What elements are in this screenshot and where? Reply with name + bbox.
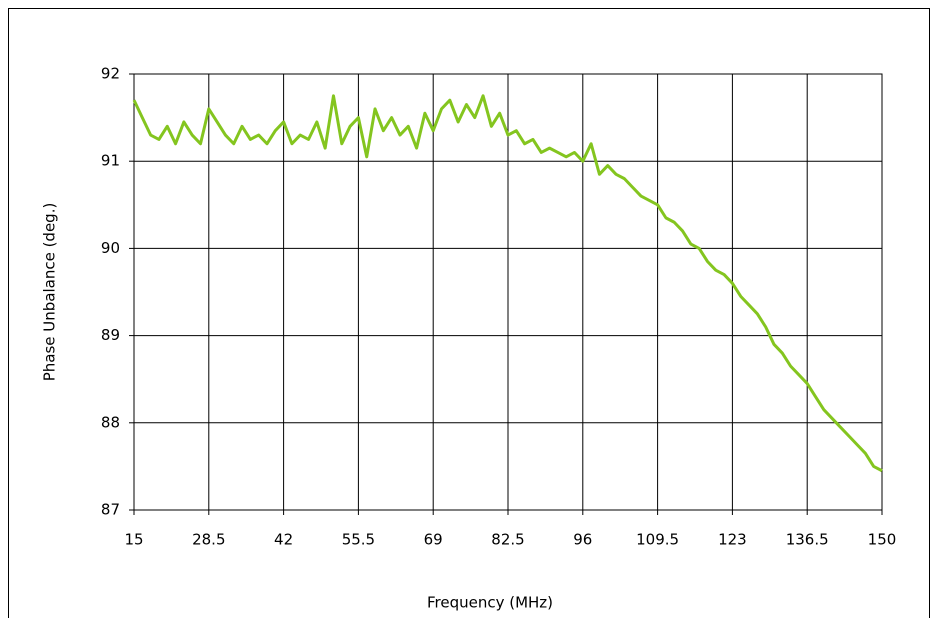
x-tick-label: 55.5	[342, 531, 375, 549]
y-tick-label: 88	[101, 413, 120, 431]
y-tick-label: 89	[101, 326, 120, 344]
x-tick-label: 123	[718, 531, 747, 549]
y-tick-label: 87	[101, 501, 120, 519]
x-axis-label: Frequency (MHz)	[427, 594, 553, 612]
x-tick-label: 150	[868, 531, 897, 549]
data-line	[132, 94, 883, 473]
chart-frame	[8, 8, 930, 618]
x-tick-label: 82.5	[491, 531, 524, 549]
x-tick-label: 136.5	[786, 531, 829, 549]
y-tick-label: 91	[101, 152, 120, 170]
x-tick-label: 42	[274, 531, 293, 549]
x-tick-label: 69	[424, 531, 443, 549]
y-tick-label: 90	[101, 239, 120, 257]
y-axis-label: Phase Unbalance (deg.)	[41, 203, 59, 382]
x-tick-label: 28.5	[192, 531, 225, 549]
y-tick-label: 92	[101, 65, 120, 83]
x-tick-label: 15	[124, 531, 143, 549]
x-tick-label: 96	[573, 531, 592, 549]
x-tick-label: 109.5	[636, 531, 679, 549]
